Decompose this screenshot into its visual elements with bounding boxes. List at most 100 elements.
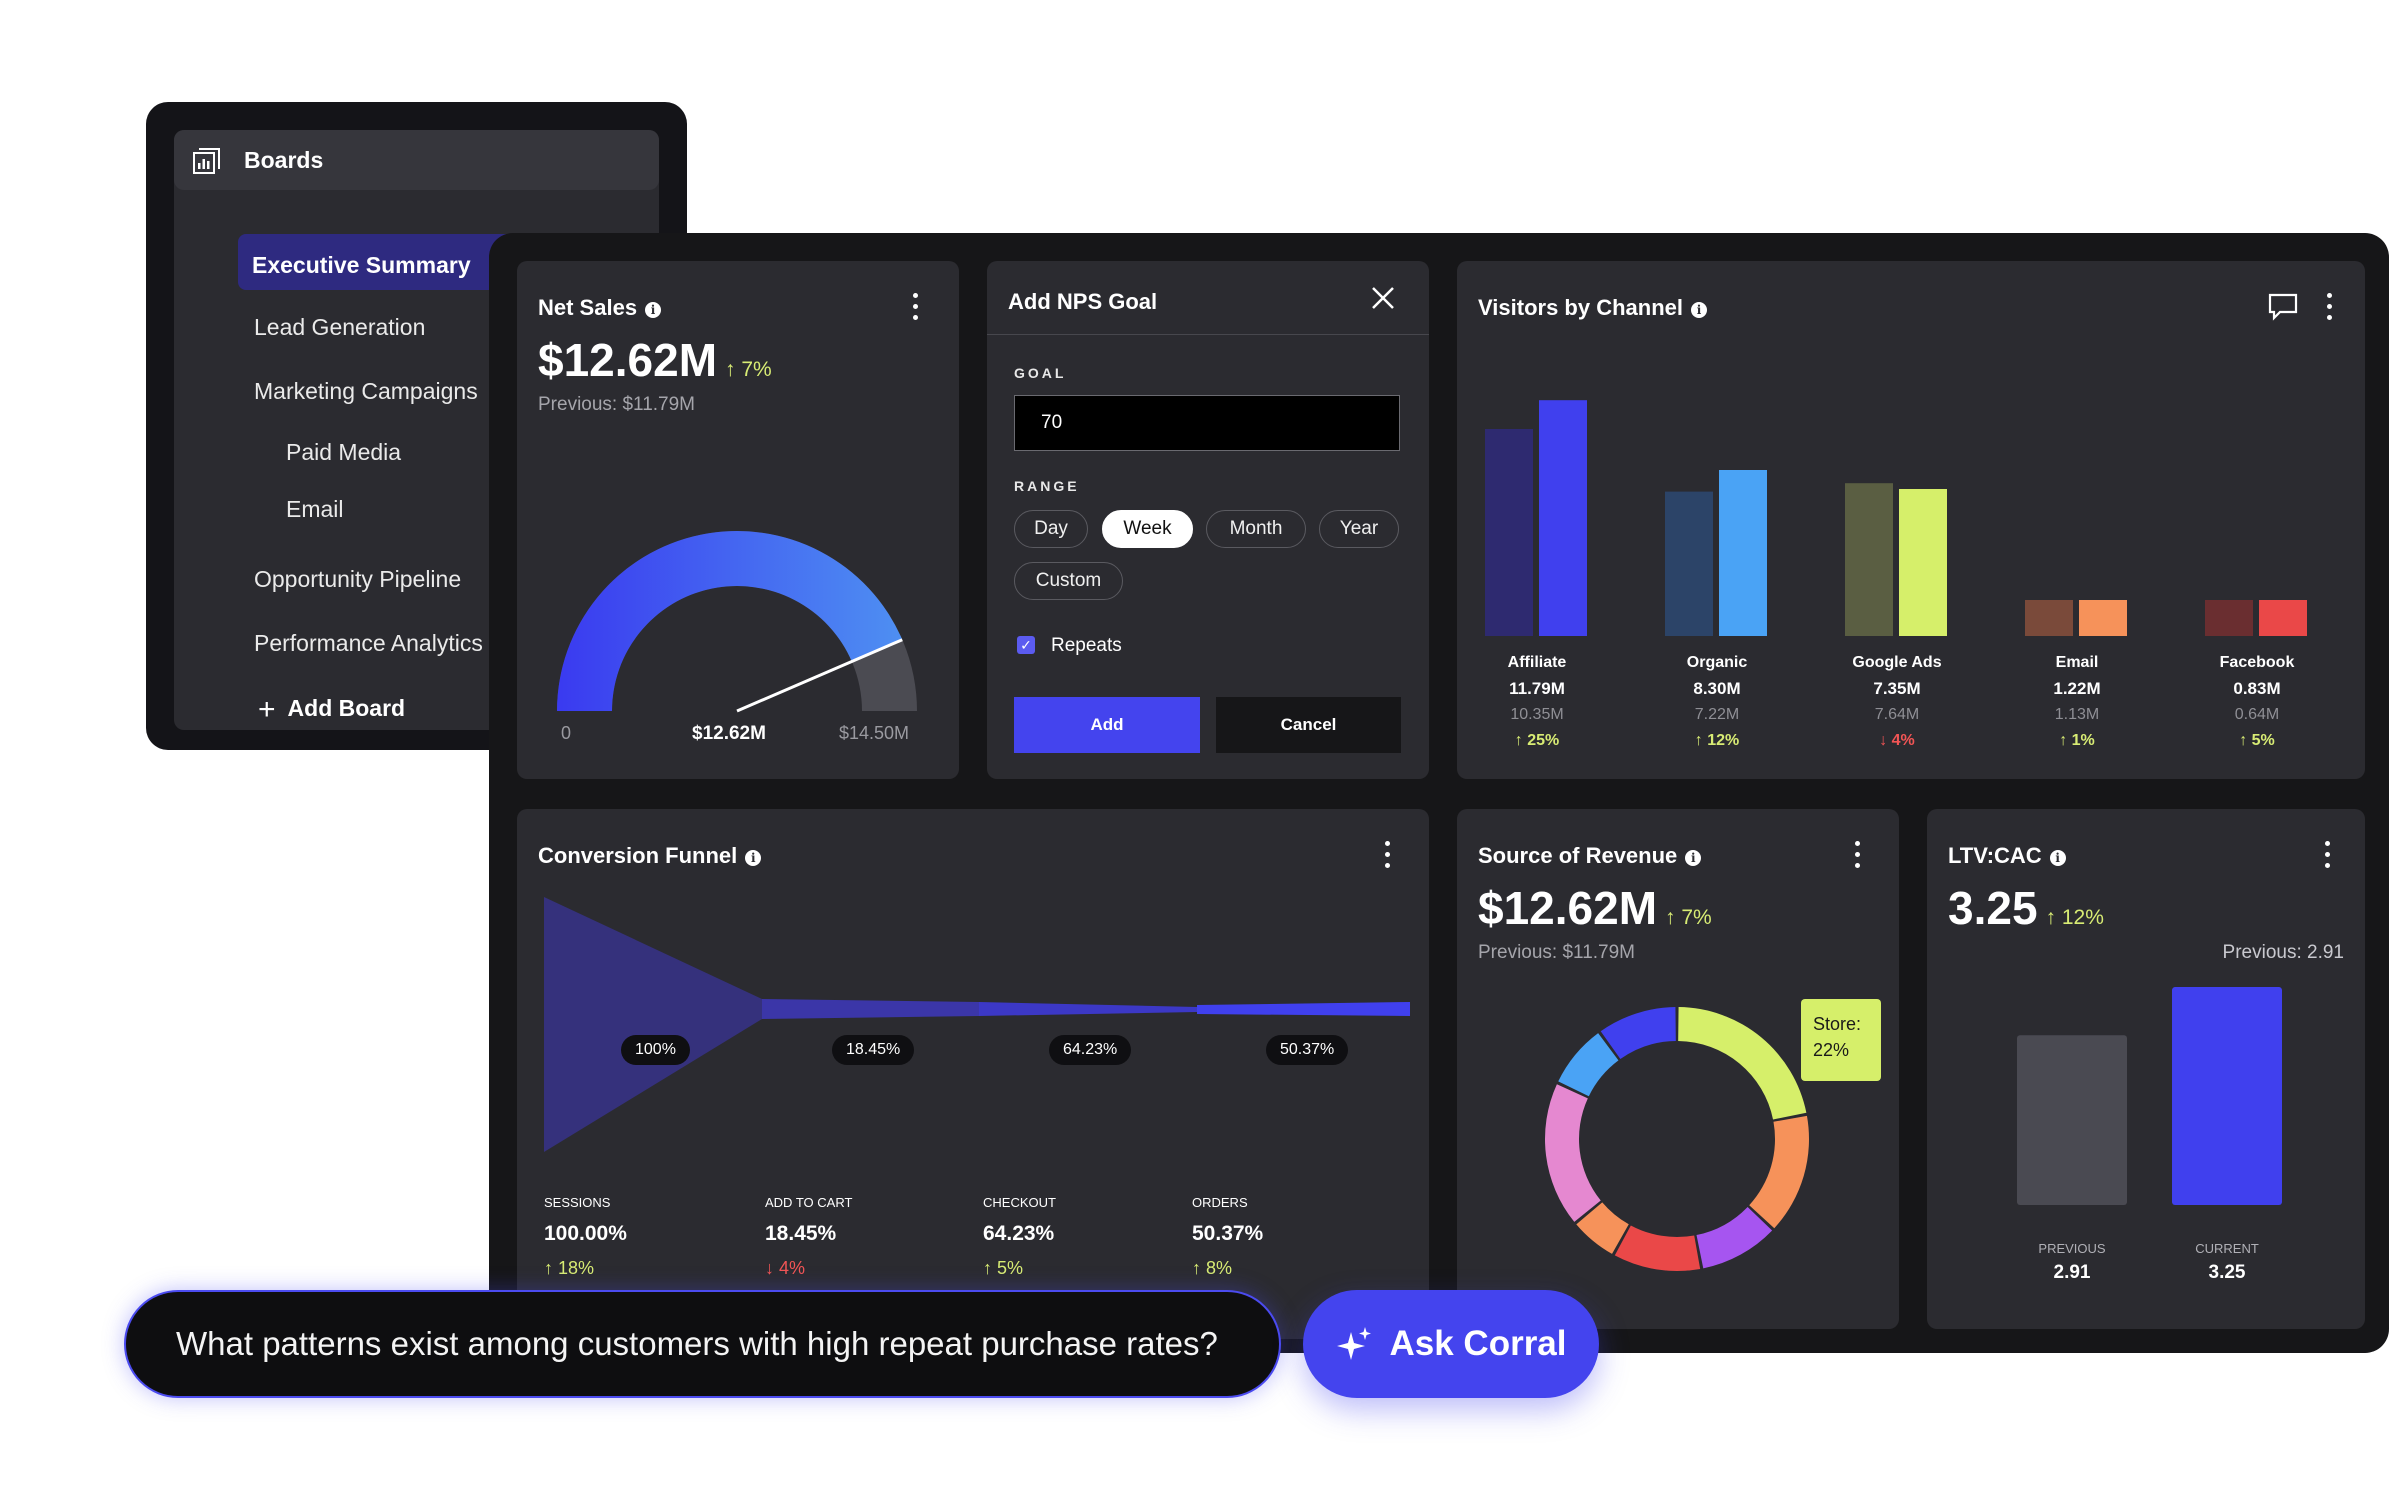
- net-sales-delta: ↑ 7%: [725, 358, 772, 381]
- comment-icon[interactable]: [2267, 291, 2299, 321]
- range-week-button[interactable]: Week: [1102, 510, 1193, 548]
- stat-name: ADD TO CART: [765, 1195, 853, 1210]
- revenue-value: $12.62M ↑ 7%: [1478, 882, 1712, 934]
- gauge-max-label: $14.50M: [839, 723, 909, 743]
- channel-label: Organic 8.30M 7.22M ↑ 12%: [1627, 654, 1807, 750]
- visitors-title: Visitors by Channel i: [1478, 295, 1707, 321]
- add-board-label: Add Board: [287, 695, 406, 721]
- gauge-needle: [736, 638, 903, 713]
- plus-icon: +: [258, 693, 276, 726]
- stat-delta: ↑ 8%: [1192, 1258, 1233, 1278]
- range-year-button[interactable]: Year: [1319, 510, 1399, 548]
- channel-previous: 7.64M: [1874, 706, 1920, 723]
- bar-current-0: [1539, 400, 1587, 636]
- sparkle-icon: [1337, 1327, 1372, 1360]
- more-options-icon[interactable]: [1383, 841, 1391, 871]
- board-item-lead-generation[interactable]: Lead Generation: [254, 314, 426, 340]
- info-icon[interactable]: i: [1690, 302, 1707, 318]
- cancel-button[interactable]: Cancel: [1216, 697, 1401, 753]
- board-item-paid-media[interactable]: Paid Media: [286, 439, 402, 465]
- ltv-current-label: CURRENT 3.25: [2195, 1241, 2259, 1283]
- bar-current-1: [1719, 470, 1767, 636]
- channel-previous: 1.13M: [2054, 706, 2100, 723]
- ltv-previous-label: PREVIOUS 2.91: [2038, 1241, 2106, 1283]
- channel-current: 11.79M: [1509, 679, 1565, 698]
- info-icon[interactable]: i: [1685, 850, 1702, 866]
- range-custom-button[interactable]: Custom: [1014, 562, 1123, 600]
- ltv-cac-card: LTV:CAC i 3.25 ↑ 12% Previous: 2.91 PREVIO…: [1927, 809, 2365, 1329]
- stat-value: 64.23%: [983, 1222, 1055, 1245]
- funnel-chart: [544, 897, 1410, 1152]
- close-icon[interactable]: [1371, 286, 1395, 310]
- channel-current: 0.83M: [2233, 679, 2281, 698]
- funnel-pill-checkout: 64.23%: [1049, 1035, 1132, 1065]
- ltv-bar-previous: [2017, 1035, 2127, 1205]
- channel-delta: ↑ 25%: [1514, 732, 1560, 749]
- boards-header[interactable]: Boards: [174, 130, 659, 190]
- channel-name: Facebook: [2219, 654, 2295, 671]
- stat-value: 50.37%: [1192, 1222, 1264, 1245]
- bar-previous-3: [2025, 600, 2073, 636]
- info-icon[interactable]: i: [2049, 850, 2066, 866]
- board-item-marketing-campaigns[interactable]: Marketing Campaigns: [254, 378, 478, 404]
- funnel-stat-checkout: CHECKOUT 64.23% ↑ 5%: [983, 1195, 1056, 1279]
- net-sales-title: Net Sales i: [538, 295, 662, 321]
- boards-title: Boards: [244, 146, 324, 173]
- channel-current: 8.30M: [1693, 679, 1741, 698]
- channel-name: Google Ads: [1852, 654, 1942, 671]
- channel-label: Email 1.22M 1.13M ↑ 1%: [1987, 654, 2167, 750]
- revenue-previous: Previous: $11.79M: [1478, 942, 1636, 963]
- dashboard: Net Sales i $12.62M ↑ 7% Previous: $11.79M…: [489, 233, 2389, 1353]
- channel-delta: ↑ 12%: [1694, 732, 1740, 749]
- funnel-stage-sessions: [544, 897, 762, 1152]
- funnel-stat-add-to-cart: ADD TO CART 18.45% ↓ 4%: [765, 1195, 852, 1279]
- range-label: RANGE: [1014, 478, 1080, 494]
- donut-segment-6: [1558, 1033, 1619, 1097]
- add-goal-button[interactable]: Add: [1014, 697, 1200, 753]
- channel-current: 7.35M: [1873, 679, 1921, 698]
- more-options-icon[interactable]: [1853, 841, 1861, 871]
- board-item-email[interactable]: Email: [286, 496, 344, 522]
- info-icon[interactable]: i: [645, 302, 662, 318]
- visitors-card: Visitors by Channel i Affiliate 11.79M 10.3…: [1457, 261, 2365, 779]
- board-item-performance-analytics[interactable]: Performance Analytics: [254, 630, 483, 656]
- ask-corral-button[interactable]: Ask Corral: [1303, 1290, 1599, 1398]
- more-options-icon[interactable]: [911, 293, 919, 323]
- channel-delta: ↑ 5%: [2239, 732, 2275, 749]
- donut-segment-5: [1545, 1084, 1601, 1222]
- more-options-icon[interactable]: [2325, 293, 2333, 323]
- channel-label: Facebook 0.83M 0.64M ↑ 5%: [2167, 654, 2347, 750]
- nps-goal-dialog: Add NPS Goal GOAL 70 RANGE Day Week Mont…: [987, 261, 1429, 779]
- net-sales-gauge: 0 $12.62M $14.50M: [557, 531, 917, 744]
- info-icon[interactable]: i: [745, 850, 762, 866]
- channel-current: 1.22M: [2053, 679, 2101, 698]
- channel-label: Google Ads 7.35M 7.64M ↓ 4%: [1807, 654, 1987, 750]
- channel-previous: 7.22M: [1694, 706, 1740, 723]
- donut-segment-2: [1696, 1206, 1773, 1269]
- add-board-button[interactable]: + Add Board: [258, 693, 405, 727]
- channel-delta: ↑ 1%: [2059, 732, 2095, 749]
- channel-name: Organic: [1686, 654, 1748, 671]
- donut-segment-1: [1749, 1115, 1809, 1229]
- funnel-stat-sessions: SESSIONS 100.00% ↑ 18%: [544, 1195, 627, 1279]
- board-item-opportunity-pipeline[interactable]: Opportunity Pipeline: [254, 566, 462, 592]
- channel-name: Affiliate: [1507, 654, 1567, 671]
- funnel-stage-orders: [1197, 1002, 1410, 1016]
- more-options-icon[interactable]: [2323, 841, 2331, 871]
- net-sales-card: Net Sales i $12.62M ↑ 7% Previous: $11.79M…: [517, 261, 959, 779]
- gauge-value-label: $12.62M: [692, 723, 766, 744]
- funnel-stage-checkout: [979, 1002, 1197, 1016]
- funnel-pill-sessions: 100%: [621, 1035, 690, 1065]
- funnel-pill-add-to-cart: 18.45%: [832, 1035, 915, 1065]
- stat-delta: ↓ 4%: [765, 1258, 806, 1278]
- range-day-button[interactable]: Day: [1014, 510, 1088, 548]
- revenue-delta: ↑ 7%: [1665, 906, 1712, 929]
- revenue-donut-chart: [1545, 1007, 1809, 1271]
- goal-input[interactable]: 70: [1014, 395, 1400, 451]
- ask-input[interactable]: What patterns exist among customers with…: [124, 1290, 1281, 1398]
- stat-name: SESSIONS: [544, 1195, 611, 1210]
- range-month-button[interactable]: Month: [1206, 510, 1306, 548]
- repeats-checkbox[interactable]: ✓: [1017, 636, 1035, 654]
- stat-name: ORDERS: [1192, 1195, 1248, 1210]
- bar-previous-2: [1845, 483, 1893, 636]
